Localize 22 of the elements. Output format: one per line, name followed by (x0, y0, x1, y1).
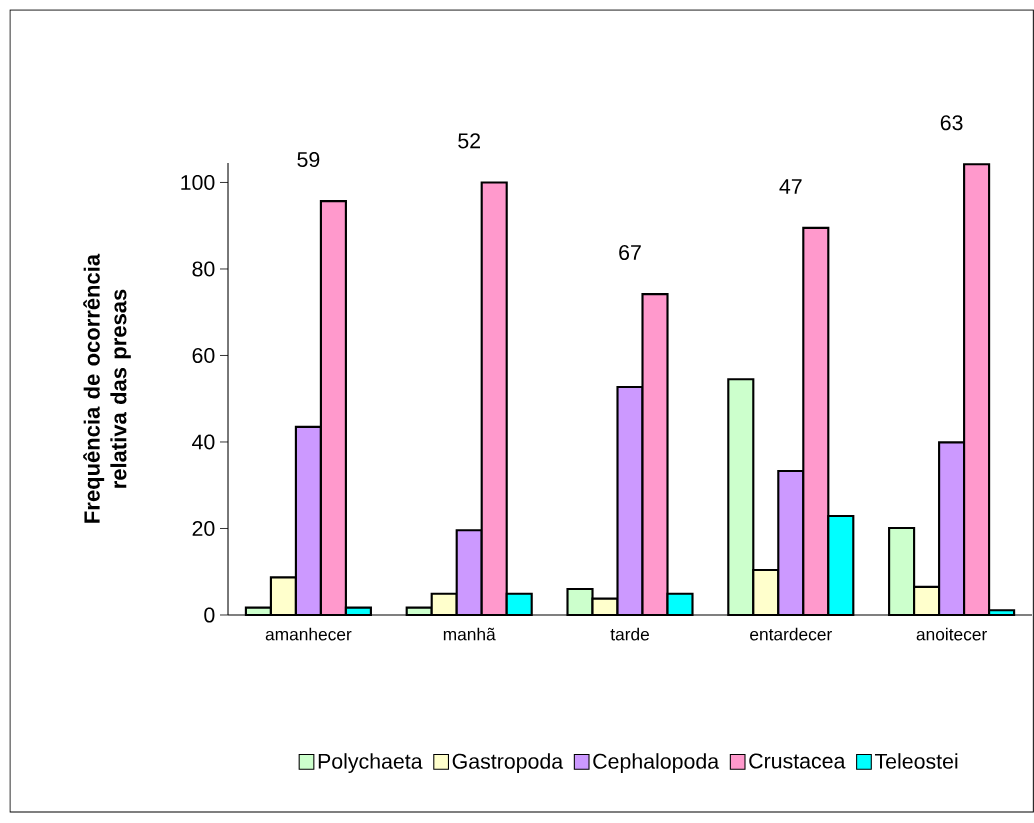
x-tick-label: entardecer (750, 627, 832, 641)
x-tick-label: amanhecer (265, 627, 352, 641)
x-tick-label: tarde (610, 627, 649, 641)
y-axis-title: Frequência de ocorrência relativa das presas (83, 253, 131, 523)
y-tick-label: 20 (192, 520, 215, 537)
x-tick-label: anoitecer (916, 627, 987, 641)
annotation: 59 (297, 151, 320, 168)
legend-label: Cephalopoda (593, 753, 720, 774)
y-tick-label: 100 (181, 174, 215, 191)
legend-label: Polychaeta (318, 753, 423, 774)
text: 52 (458, 133, 480, 149)
text: 63 (940, 115, 963, 131)
y-tick-label: 0 (204, 607, 215, 623)
legend-label: Teleostei (874, 753, 958, 769)
legend-label: Gastropoda (452, 753, 564, 774)
y-tick-label: 80 (192, 261, 215, 277)
y-tick-label: 40 (192, 434, 215, 450)
annotation: 67 (619, 244, 641, 261)
legend-label: Crustacea (749, 753, 846, 769)
x-tick-label: manhã (443, 627, 496, 641)
annotation: 47 (779, 179, 802, 194)
y-tick-label: 60 (192, 347, 215, 364)
